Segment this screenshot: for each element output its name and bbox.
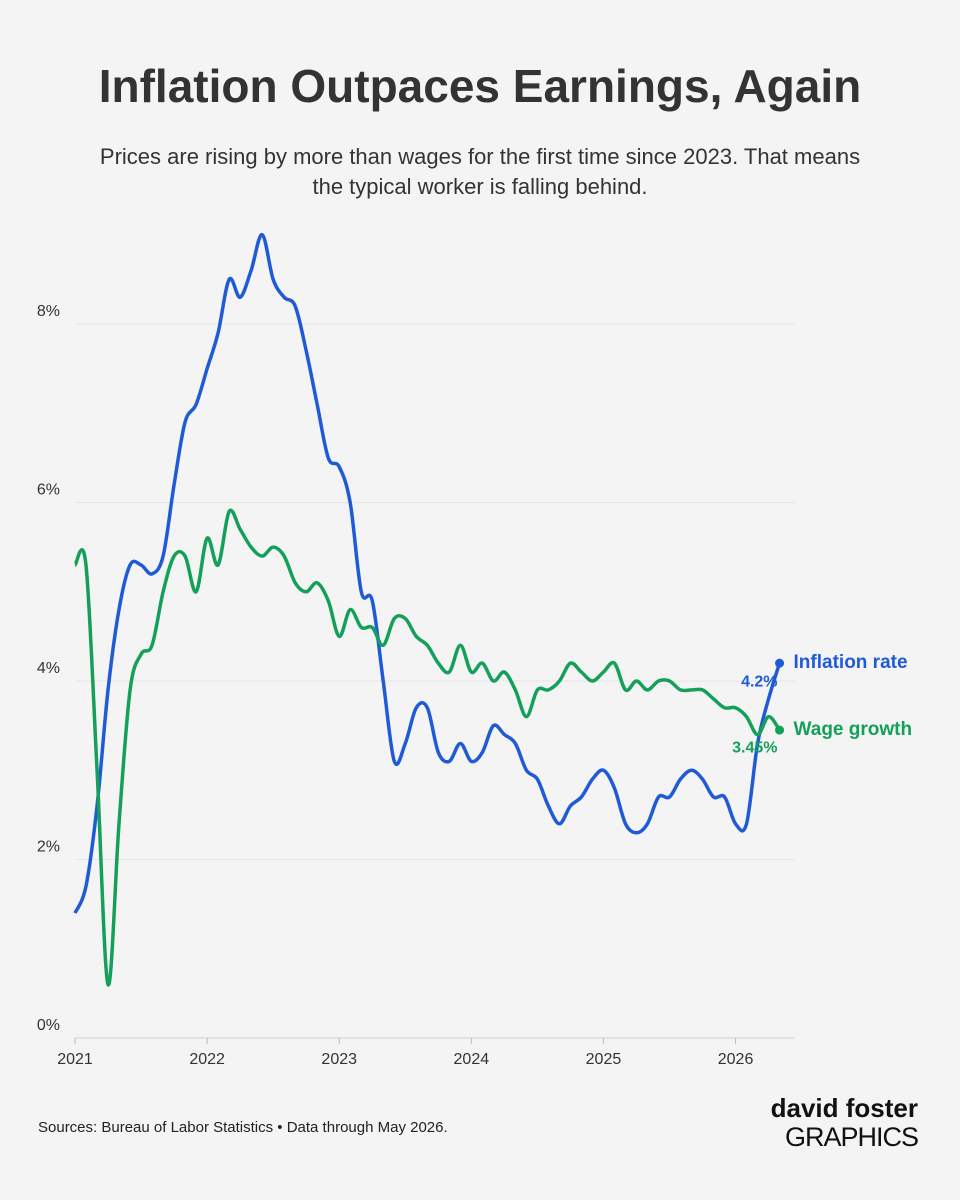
x-tick-label: 2021 <box>57 1051 93 1068</box>
legend-label: Inflation rate <box>794 652 908 673</box>
end-dot <box>775 725 785 735</box>
y-tick-label: 6% <box>37 482 60 499</box>
y-tick-label: 4% <box>37 660 60 677</box>
y-tick-label: 2% <box>37 839 60 856</box>
legend-label: Wage growth <box>794 719 913 740</box>
subtitle: the typical worker is falling behind. <box>312 174 647 199</box>
brand-name: david foster <box>771 1093 918 1123</box>
brand-graphics: GRAPHICS <box>785 1122 918 1152</box>
x-tick-label: 2022 <box>189 1051 225 1068</box>
line <box>73 508 781 987</box>
line <box>73 232 782 914</box>
x-tick-label: 2026 <box>718 1051 754 1068</box>
x-tick-label: 2024 <box>454 1051 490 1068</box>
y-tick-label: 8% <box>37 303 60 320</box>
source-note: Sources: Bureau of Labor Statistics • Da… <box>38 1119 448 1136</box>
y-tick-label: 0% <box>37 1017 60 1034</box>
end-dot <box>775 658 785 668</box>
chart-title: Inflation Outpaces Earnings, Again <box>99 60 862 112</box>
x-tick-label: 2023 <box>321 1051 357 1068</box>
value-label: 4.2% <box>741 673 777 690</box>
subtitle: Prices are rising by more than wages for… <box>100 144 860 169</box>
value-label: 3.45% <box>732 739 777 756</box>
x-tick-label: 2025 <box>586 1051 622 1068</box>
